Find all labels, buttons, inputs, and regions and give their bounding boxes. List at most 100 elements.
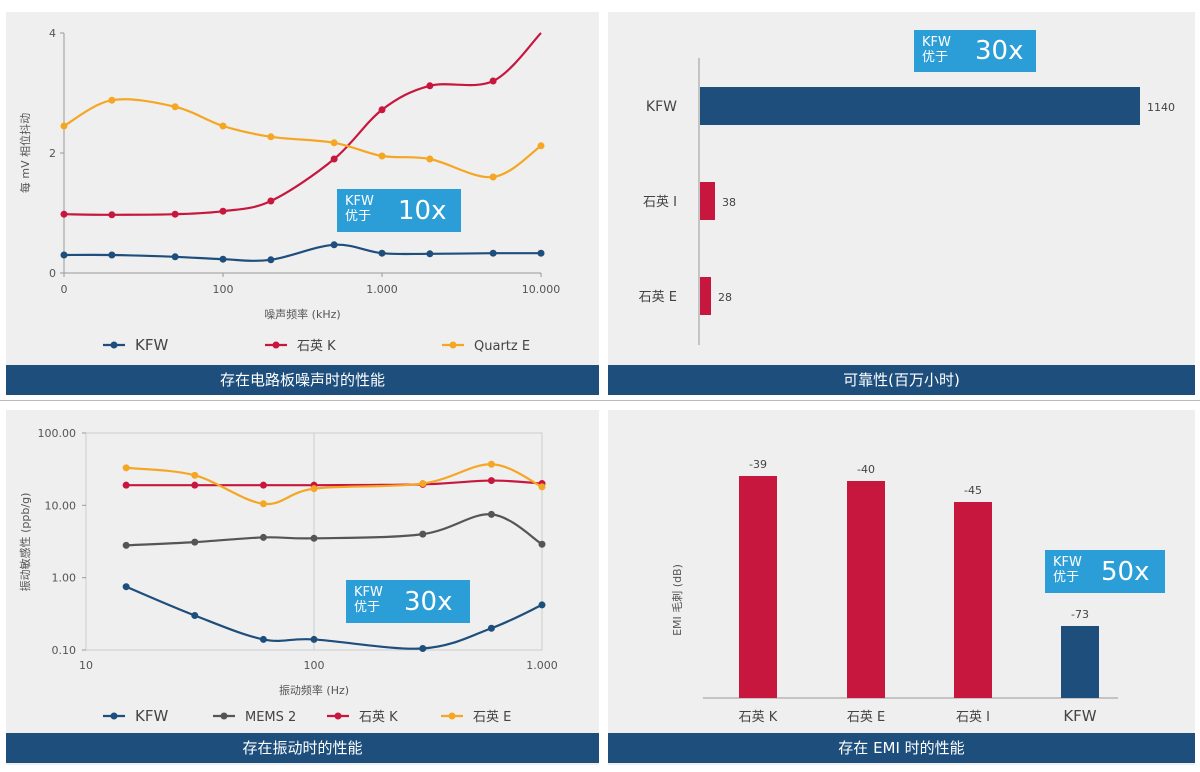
data-point [426, 82, 434, 90]
y-tick-label: 4 [49, 27, 56, 40]
data-point [171, 210, 179, 218]
noise-line-chart: 0 2 4 0 100 1.000 10.000 噪声频率 (kHz) 每 mV 相位抖动 KF… [18, 27, 561, 354]
legend-marker [334, 712, 342, 720]
value-label: 28 [718, 291, 732, 304]
category-label: 石英 I [956, 710, 990, 725]
data-point [108, 251, 116, 259]
badge-line2: 优于 [345, 209, 372, 224]
data-point [487, 624, 495, 632]
data-point [267, 256, 275, 264]
value-label: 38 [722, 196, 736, 209]
badge-value: 30x [975, 36, 1024, 66]
data-point [419, 480, 427, 488]
legend-label: KFW [135, 707, 168, 725]
bar-3 [1061, 626, 1099, 698]
data-point [330, 139, 338, 147]
data-point [108, 211, 116, 219]
data-point [538, 483, 546, 491]
section-divider [0, 400, 1200, 401]
bar-2 [700, 277, 711, 315]
data-point [191, 611, 199, 619]
y-tick-label: 100.00 [38, 427, 77, 440]
legend-marker [272, 341, 280, 349]
data-point [122, 541, 130, 549]
data-point [259, 635, 267, 643]
data-point [487, 510, 495, 518]
data-point [191, 481, 199, 489]
legend-label: 石英 K [359, 710, 398, 725]
data-point [537, 142, 545, 150]
data-point [122, 464, 130, 472]
legend-label: MEMS 2 [245, 710, 296, 725]
x-tick-label: 1.000 [526, 659, 558, 672]
badge-value: 50x [1101, 557, 1150, 587]
y-tick-label: 0 [49, 267, 56, 280]
data-point [330, 241, 338, 249]
emi-bar-chart: EMI 毛刺 (dB) -39 石英 K -40 石英 E -45 石英 I -73 KFW [671, 458, 1118, 725]
x-tick-label: 10.000 [522, 283, 561, 296]
legend-marker [110, 341, 118, 349]
legend-label: 石英 K [297, 339, 336, 354]
y-tick-label: 0.10 [52, 644, 77, 657]
vibration-chart-title: 存在振动时的性能 [6, 733, 599, 763]
emi-badge: KFW 优于 50x [1045, 550, 1165, 593]
data-point [487, 477, 495, 485]
reliability-badge: KFW 优于 30x [914, 30, 1036, 72]
legend-label: 石英 E [473, 710, 511, 725]
data-point [419, 530, 427, 538]
noise-badge: KFW 优于 10x [337, 189, 461, 232]
legend-label: KFW [135, 336, 168, 354]
data-point [330, 155, 338, 163]
x-tick-label: 100 [304, 659, 325, 672]
reliability-bar-chart: KFW 1140 石英 I 38 石英 E 28 [639, 58, 1175, 345]
y-tick-label: 10.00 [45, 499, 77, 512]
badge-line2: 优于 [1053, 570, 1080, 585]
data-point [219, 207, 227, 215]
badge-value: 10x [398, 196, 447, 226]
badge-line1: KFW [1053, 555, 1082, 570]
bar-2 [954, 502, 992, 698]
category-label: 石英 I [643, 195, 677, 210]
data-point [219, 255, 227, 263]
data-point [122, 481, 130, 489]
y-axis-label: EMI 毛刺 (dB) [671, 564, 684, 636]
data-point [426, 250, 434, 258]
data-point [191, 471, 199, 479]
data-point [60, 251, 68, 259]
category-label: 石英 E [847, 710, 885, 725]
x-tick-label: 1.000 [366, 283, 398, 296]
data-point [108, 96, 116, 104]
series-line-1 [63, 32, 542, 216]
badge-line1: KFW [345, 194, 374, 209]
x-axis-label: 噪声频率 (kHz) [264, 307, 341, 321]
data-point [489, 173, 497, 181]
y-axis-label: 振动敏感性 (ppb/g) [18, 493, 32, 592]
legend-label: Quartz E [474, 339, 530, 354]
x-tick-label: 10 [79, 659, 93, 672]
y-axis-label: 每 mV 相位抖动 [18, 113, 32, 193]
data-point [537, 249, 545, 257]
series-line-0 [63, 243, 542, 262]
data-point [191, 538, 199, 546]
data-point [310, 635, 318, 643]
category-label: 石英 E [639, 290, 677, 305]
x-tick-label: 100 [213, 283, 234, 296]
data-point [60, 122, 68, 130]
value-label: 1140 [1147, 101, 1175, 114]
data-point [259, 500, 267, 508]
data-point [171, 103, 179, 111]
bar-1 [700, 182, 715, 220]
data-point [267, 133, 275, 141]
data-point [219, 122, 227, 130]
badge-value: 30x [404, 587, 453, 617]
noise-chart-title: 存在电路板噪声时的性能 [6, 365, 599, 395]
value-label: -39 [749, 458, 767, 471]
badge-line1: KFW [354, 585, 383, 600]
data-point [60, 210, 68, 218]
badge-line1: KFW [922, 35, 951, 50]
data-point [378, 152, 386, 160]
category-label: 石英 K [739, 710, 778, 725]
badge-line2: 优于 [922, 50, 949, 65]
category-label: KFW [646, 99, 677, 115]
